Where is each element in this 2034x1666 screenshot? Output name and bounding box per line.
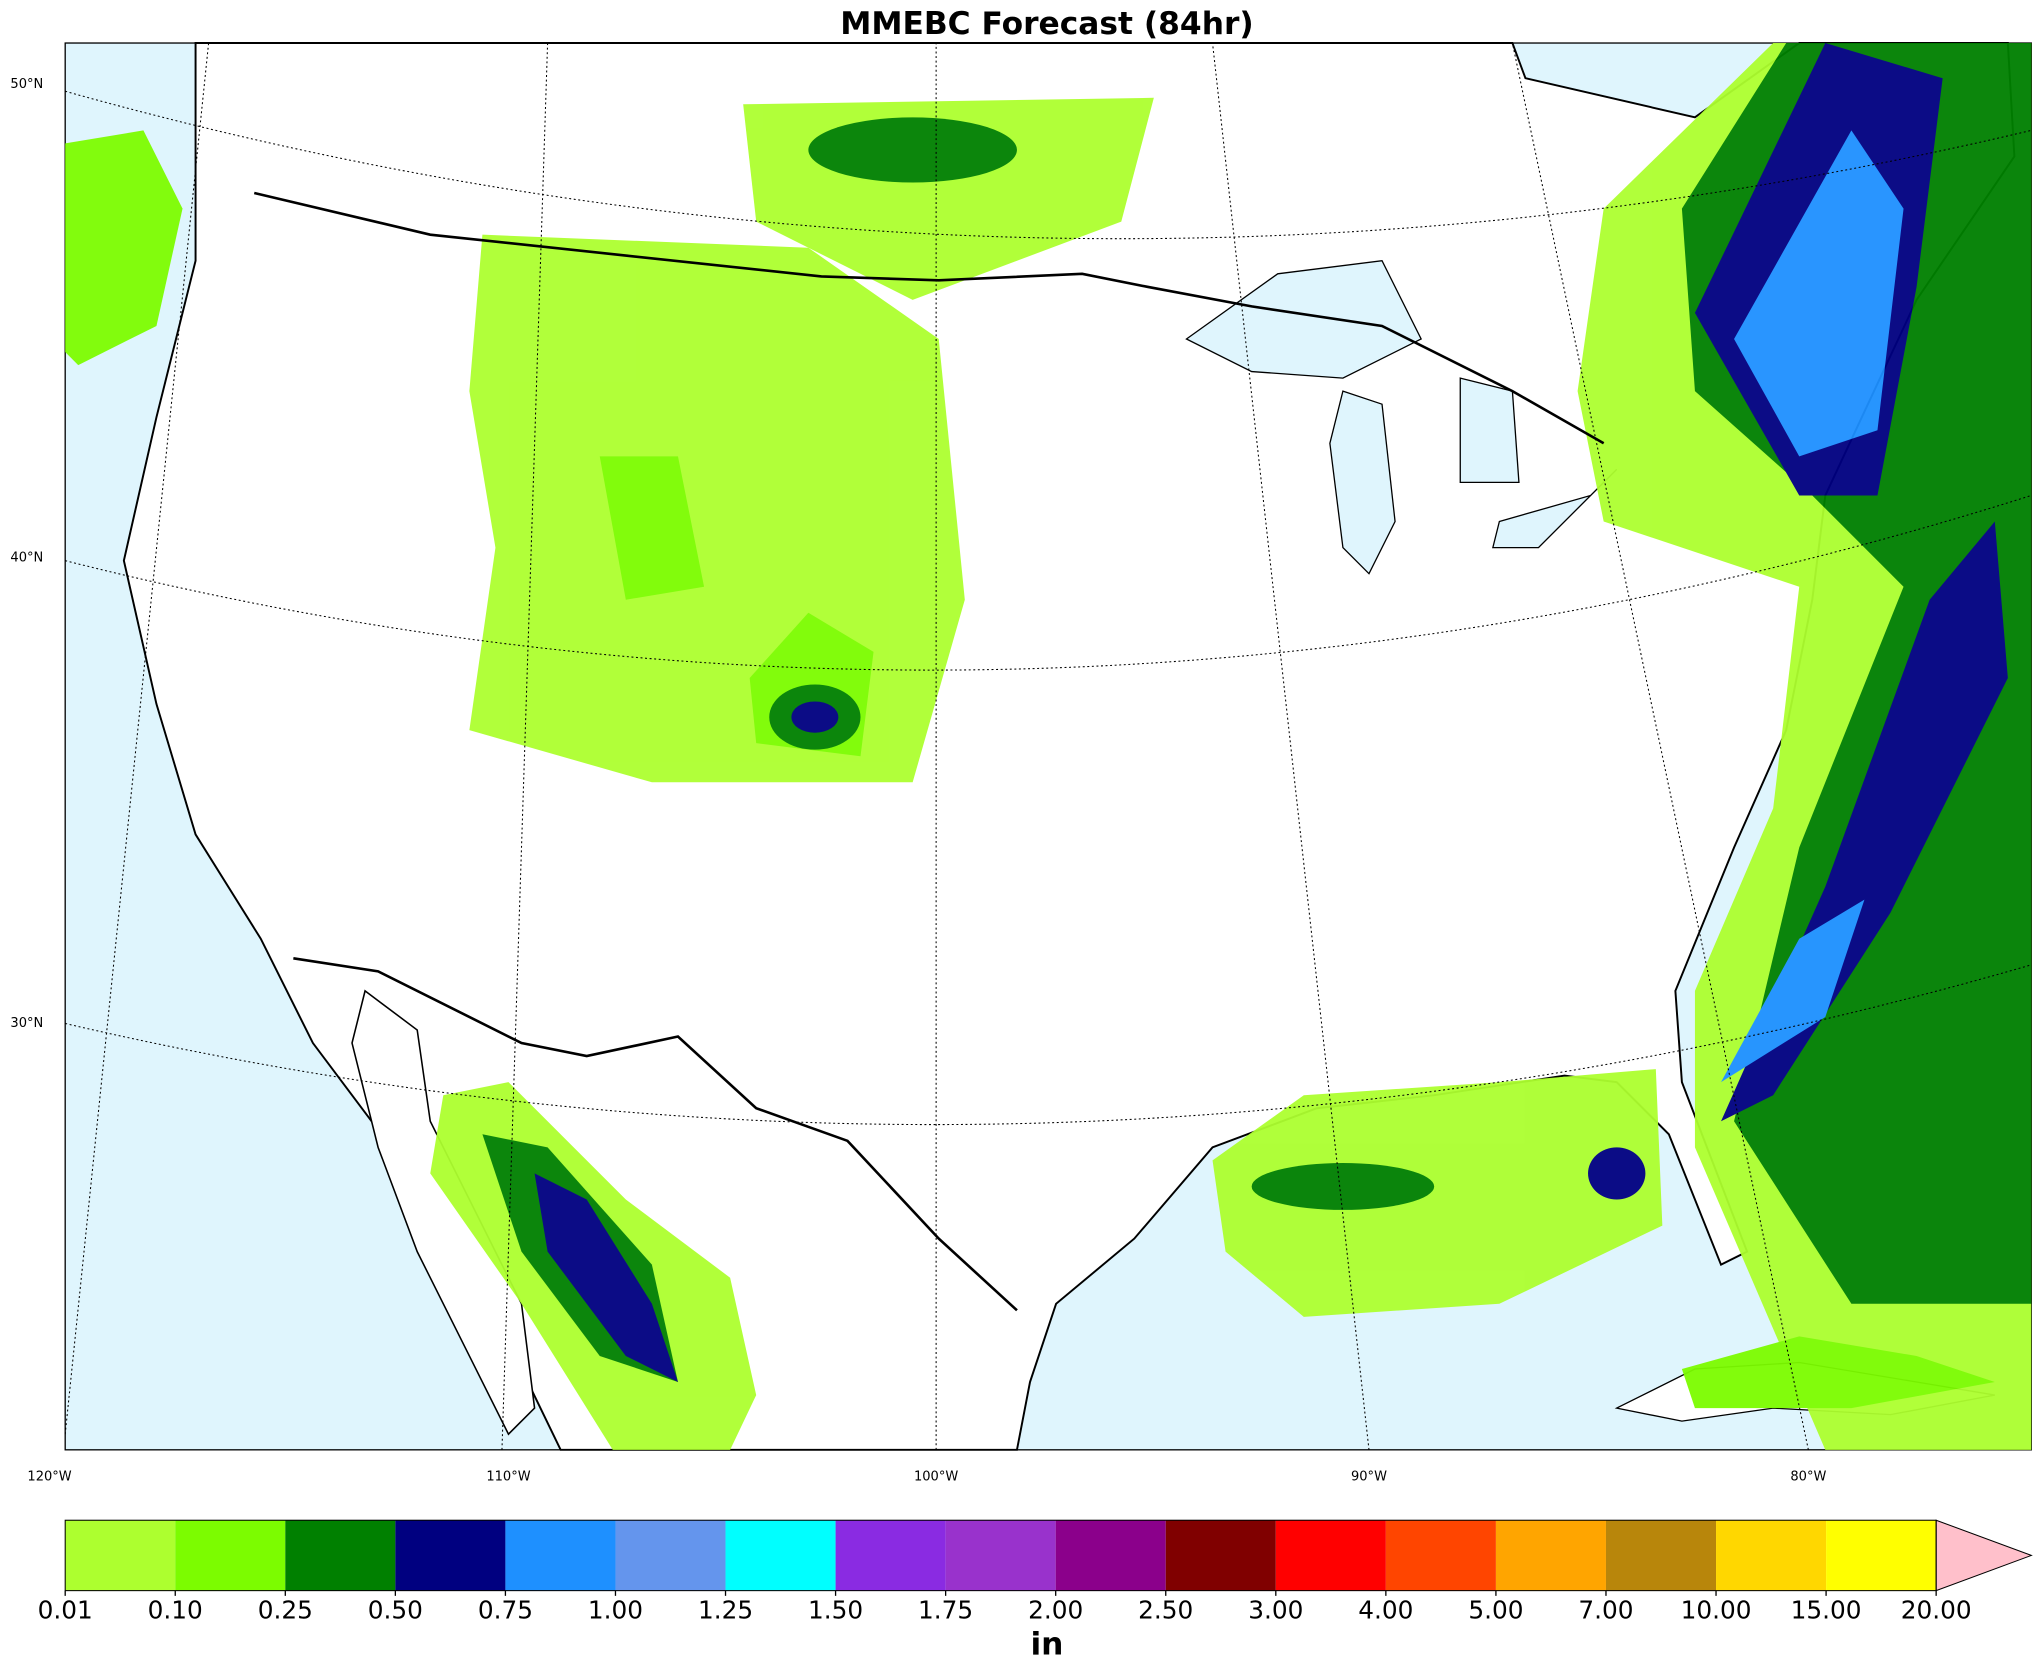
colorbar-tick-label: 5.00 — [1468, 1595, 1523, 1624]
color-box — [615, 1520, 726, 1591]
lat-label: 30°N — [10, 1016, 43, 1031]
colorbar-frame — [64, 1519, 1937, 1592]
lon-label: 110°W — [486, 1470, 530, 1485]
colorbar-tick-label: 4.00 — [1358, 1595, 1413, 1624]
colorbar-tick-label: 1.75 — [918, 1595, 973, 1624]
lon-label: 90°W — [1351, 1470, 1387, 1485]
colorbar-tick-label: 3.00 — [1248, 1595, 1303, 1624]
color-box — [1716, 1520, 1827, 1591]
map: 50°N 40°N 30°N 120°W 110°W 100°W 90°W 80… — [10, 42, 2032, 1485]
color-box — [395, 1520, 506, 1591]
lat-label: 50°N — [10, 77, 43, 92]
colorbar-tick-label: 20.00 — [1901, 1595, 1972, 1624]
colorbar: 0.01 0.10 0.25 0.50 0.75 1.00 1.25 1.50 1.75 2.00… — [38, 1519, 2033, 1624]
color-box — [725, 1520, 836, 1591]
great-lakes — [1185, 260, 1618, 575]
colorbar-tick-label: 15.00 — [1791, 1595, 1862, 1624]
lon-label: 120°W — [27, 1470, 71, 1485]
colorbar-tick-label: 1.00 — [588, 1595, 643, 1624]
color-box — [1495, 1520, 1606, 1591]
lat-label: 40°N — [10, 551, 43, 566]
title: MMEBC Forecast (84hr) — [840, 6, 1253, 42]
color-box — [945, 1520, 1056, 1591]
color-box — [285, 1520, 396, 1591]
extend-arrow — [1935, 1519, 2033, 1592]
colorbar-tick-label: 0.50 — [368, 1595, 423, 1624]
colorbar-tick-label: 10.00 — [1681, 1595, 1752, 1624]
color-box — [1605, 1520, 1717, 1591]
colorbar-tick-label: 1.25 — [698, 1595, 753, 1624]
color-box — [65, 1520, 176, 1591]
lon-label: 80°W — [1790, 1470, 1826, 1485]
colorbar-tick-label: 0.25 — [258, 1595, 313, 1624]
colorbar-tick-label: 1.50 — [808, 1595, 863, 1624]
border — [253, 191, 1605, 445]
color-box — [835, 1520, 946, 1591]
color-box — [505, 1520, 616, 1591]
color-box — [1826, 1520, 1937, 1591]
colorbar-tick-label: 2.00 — [1028, 1595, 1083, 1624]
colorbar-tick-label: 0.10 — [148, 1595, 203, 1624]
baja — [351, 989, 536, 1436]
colorbar-tick-label: 0.01 — [38, 1595, 93, 1624]
color-box — [1055, 1520, 1166, 1591]
colorbar-unit: in — [1030, 1626, 1063, 1662]
precip-areas — [65, 43, 2032, 1450]
color-box — [175, 1520, 286, 1591]
color-box — [1165, 1520, 1276, 1591]
colorbar-tick-label: 0.75 — [478, 1595, 533, 1624]
colorbar-tick-label: 7.00 — [1578, 1595, 1633, 1624]
border — [293, 957, 1018, 1312]
color-box — [1385, 1520, 1496, 1591]
lon-label: 100°W — [914, 1470, 958, 1485]
colorbar-tick-label: 2.50 — [1138, 1595, 1193, 1624]
scaled-layer: MMEBC Forecast (84hr) 50°N 40°N 30°N 120… — [10, 6, 2033, 1662]
graticule — [64, 42, 2032, 1450]
color-box — [1275, 1520, 1386, 1591]
